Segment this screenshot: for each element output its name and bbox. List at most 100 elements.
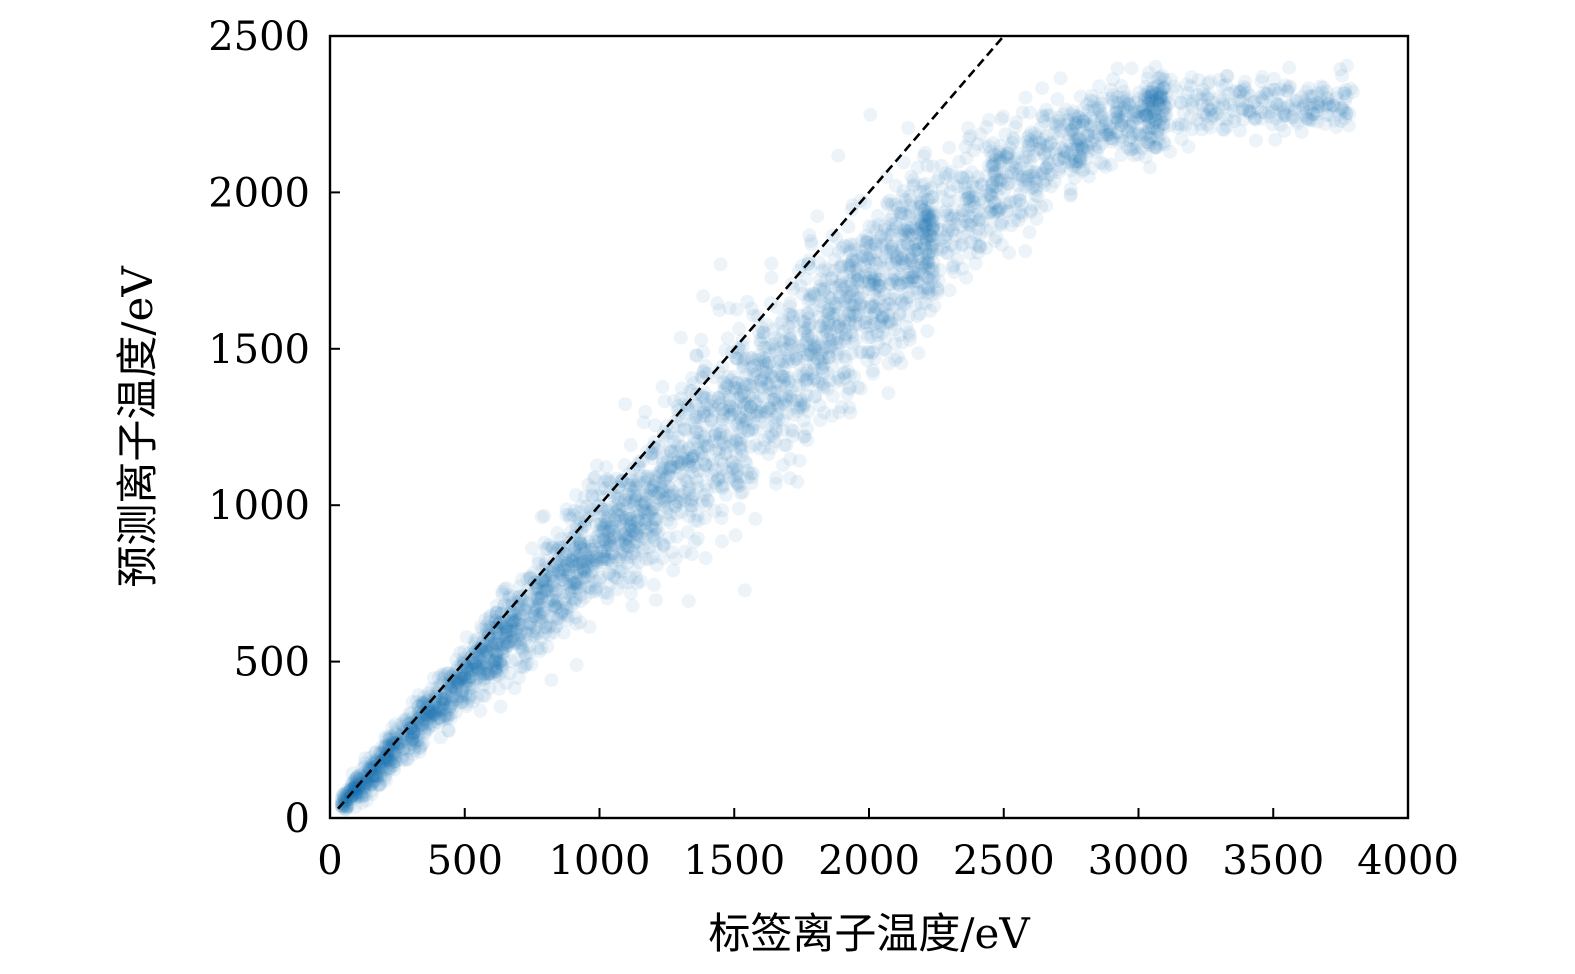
data-point: [1005, 136, 1020, 150]
data-point: [738, 454, 752, 468]
data-point: [642, 551, 657, 566]
data-point: [1229, 83, 1244, 98]
data-point: [748, 511, 763, 526]
data-point: [544, 579, 559, 593]
data-point: [1145, 85, 1160, 100]
data-point: [938, 204, 953, 219]
data-point: [489, 605, 504, 620]
data-point: [621, 478, 636, 493]
data-point: [500, 638, 515, 653]
data-point: [483, 636, 498, 651]
data-point: [537, 573, 552, 587]
data-point: [664, 459, 679, 473]
data-point: [800, 321, 815, 336]
data-point: [744, 351, 759, 365]
data-point: [615, 536, 629, 551]
data-point: [916, 149, 931, 164]
data-point: [436, 701, 451, 716]
data-point: [495, 615, 510, 630]
data-point: [626, 546, 641, 561]
data-point: [1214, 111, 1229, 126]
data-point: [896, 232, 911, 247]
data-point: [1034, 142, 1049, 157]
data-point: [731, 501, 746, 516]
x-tick-label: 1000: [549, 838, 651, 884]
data-point: [850, 267, 865, 282]
data-point: [620, 513, 634, 528]
data-point: [1162, 96, 1177, 111]
data-point: [524, 657, 539, 672]
data-point: [355, 761, 370, 776]
data-point: [1064, 107, 1079, 122]
data-point: [1034, 200, 1049, 215]
data-point: [624, 519, 639, 534]
data-point: [443, 698, 458, 713]
data-point: [869, 245, 884, 260]
data-point: [623, 523, 638, 537]
data-point: [807, 389, 822, 404]
data-point: [995, 217, 1009, 232]
data-point: [836, 366, 851, 381]
data-point: [868, 242, 882, 257]
data-point: [469, 671, 484, 686]
data-point: [339, 802, 353, 817]
data-point: [720, 331, 735, 346]
data-point: [1001, 176, 1016, 191]
data-point: [924, 181, 939, 196]
data-point: [598, 537, 613, 552]
data-point: [844, 258, 859, 273]
data-point: [360, 773, 375, 787]
data-point: [434, 667, 449, 682]
data-point: [736, 417, 750, 432]
data-point: [804, 237, 819, 252]
data-point: [861, 251, 876, 266]
data-point: [408, 718, 423, 733]
data-point: [621, 575, 635, 590]
data-point: [866, 220, 881, 235]
data-point: [671, 439, 686, 453]
data-point: [458, 687, 473, 702]
data-point: [695, 494, 710, 509]
data-point: [636, 543, 651, 558]
data-point: [725, 437, 740, 452]
data-point: [1134, 109, 1149, 124]
data-point: [1020, 130, 1035, 145]
data-point: [718, 343, 733, 358]
data-point: [734, 381, 748, 396]
data-point: [444, 695, 459, 710]
data-point: [411, 705, 426, 720]
data-point: [1021, 149, 1036, 164]
data-point: [786, 407, 801, 422]
data-point: [589, 545, 604, 560]
data-point: [648, 539, 663, 554]
data-point: [668, 551, 683, 566]
data-point: [489, 610, 504, 625]
data-point: [1060, 113, 1075, 128]
data-point: [1092, 121, 1107, 135]
data-point: [1271, 86, 1286, 101]
data-point: [405, 727, 420, 742]
data-point: [851, 304, 866, 319]
data-point: [633, 574, 648, 589]
data-point: [573, 615, 588, 630]
data-point: [589, 580, 604, 595]
data-point: [837, 365, 852, 380]
data-point: [1276, 109, 1291, 124]
data-point: [972, 238, 987, 253]
data-point: [634, 468, 649, 483]
data-point: [843, 243, 858, 258]
data-point: [456, 683, 470, 698]
data-point: [725, 454, 739, 469]
data-point: [439, 707, 454, 722]
data-point: [989, 230, 1004, 244]
data-point: [512, 606, 527, 621]
data-point: [1211, 100, 1226, 115]
y-axis-label: 预测离子温度/eV: [113, 266, 162, 588]
data-point: [540, 594, 555, 608]
data-point: [644, 518, 659, 533]
data-point: [1075, 113, 1090, 128]
data-point: [664, 460, 678, 475]
data-point: [437, 692, 452, 707]
data-point: [534, 641, 549, 656]
data-point: [665, 545, 680, 560]
